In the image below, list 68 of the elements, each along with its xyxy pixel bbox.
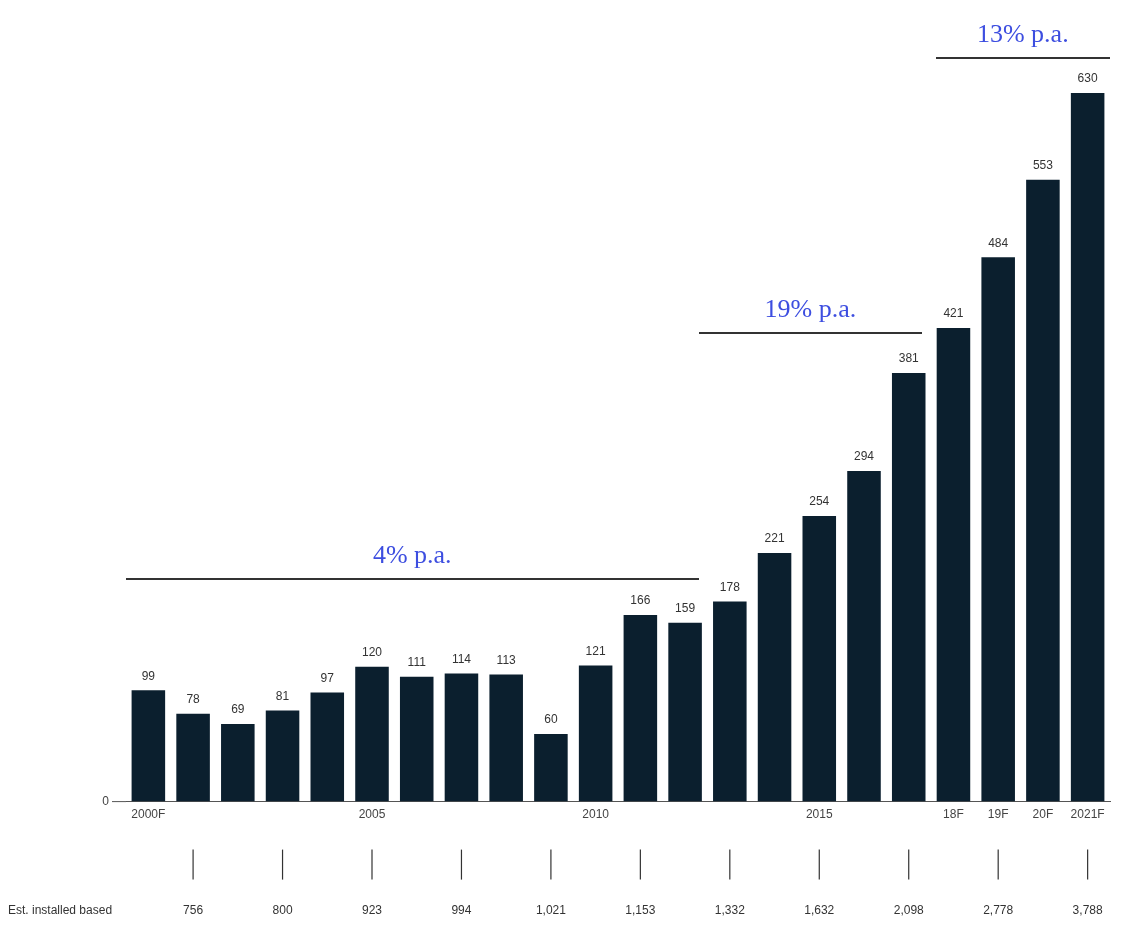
bar <box>623 614 658 802</box>
bar <box>444 673 479 802</box>
text: 1,021 <box>535 902 567 917</box>
data-label: 114 <box>451 651 472 666</box>
data-label: 254 <box>809 494 830 509</box>
bar <box>847 470 881 802</box>
bar <box>221 724 255 802</box>
bar <box>265 710 300 802</box>
annotation: 4% p.a. <box>372 540 452 570</box>
text: 3,788 <box>1072 902 1103 917</box>
data-label: 60 <box>544 712 558 727</box>
x-tick-label: 2000F <box>131 807 166 822</box>
bar <box>802 515 837 802</box>
text: 13% p.a. <box>976 18 1069 48</box>
bar <box>310 692 345 802</box>
bar <box>713 601 747 802</box>
bar <box>176 713 210 802</box>
x-tick-label: 20F <box>1032 807 1054 822</box>
text: 923 <box>361 902 383 917</box>
bar <box>534 734 568 802</box>
data-label: 78 <box>186 692 201 707</box>
data-label: 630 <box>1077 71 1098 86</box>
data-label: 69 <box>231 702 245 717</box>
annotation: 19% p.a. <box>764 294 857 324</box>
bar <box>1026 179 1060 802</box>
data-label: 120 <box>361 644 383 659</box>
bar <box>757 553 792 802</box>
bar <box>891 373 926 802</box>
x-tick-label: 19F <box>987 807 1009 822</box>
text: 2,098 <box>893 902 925 917</box>
text: 994 <box>451 902 472 917</box>
data-label: 166 <box>630 593 651 608</box>
x-tick-label: 2010 <box>582 807 610 822</box>
bar <box>131 690 166 802</box>
bar <box>668 622 702 802</box>
data-label: 121 <box>585 643 606 658</box>
data-label: 553 <box>1032 157 1054 172</box>
data-label: 99 <box>141 668 156 683</box>
bar <box>936 328 971 802</box>
text: 800 <box>272 902 293 917</box>
x-tick-label: 2005 <box>358 807 386 822</box>
data-label: 421 <box>943 306 964 321</box>
text: 1,632 <box>804 902 835 917</box>
bar <box>1070 93 1105 802</box>
x-tick-label: 18F <box>943 807 964 822</box>
bar <box>489 674 523 802</box>
data-label: 484 <box>988 235 1009 250</box>
data-label: 111 <box>407 655 427 670</box>
x-tick-label: 2021F <box>1070 807 1105 822</box>
data-label: 97 <box>320 670 335 685</box>
bar <box>399 676 434 802</box>
bar <box>355 666 389 802</box>
x-tick-label: 2015 <box>805 807 833 822</box>
text: 0 <box>102 793 110 808</box>
text: 756 <box>183 902 204 917</box>
data-label: 159 <box>675 601 696 616</box>
data-label: 381 <box>898 351 920 366</box>
text: Est. installed based <box>8 902 113 917</box>
data-label: 294 <box>853 449 875 464</box>
bar <box>981 257 1015 802</box>
data-label: 178 <box>719 579 741 594</box>
text: 1,332 <box>714 902 746 917</box>
text: 2,778 <box>983 902 1014 917</box>
data-label: 81 <box>275 688 290 703</box>
data-label: 113 <box>496 652 517 667</box>
bar <box>578 665 613 802</box>
data-label: 221 <box>764 531 785 546</box>
text: 1,153 <box>625 902 656 917</box>
